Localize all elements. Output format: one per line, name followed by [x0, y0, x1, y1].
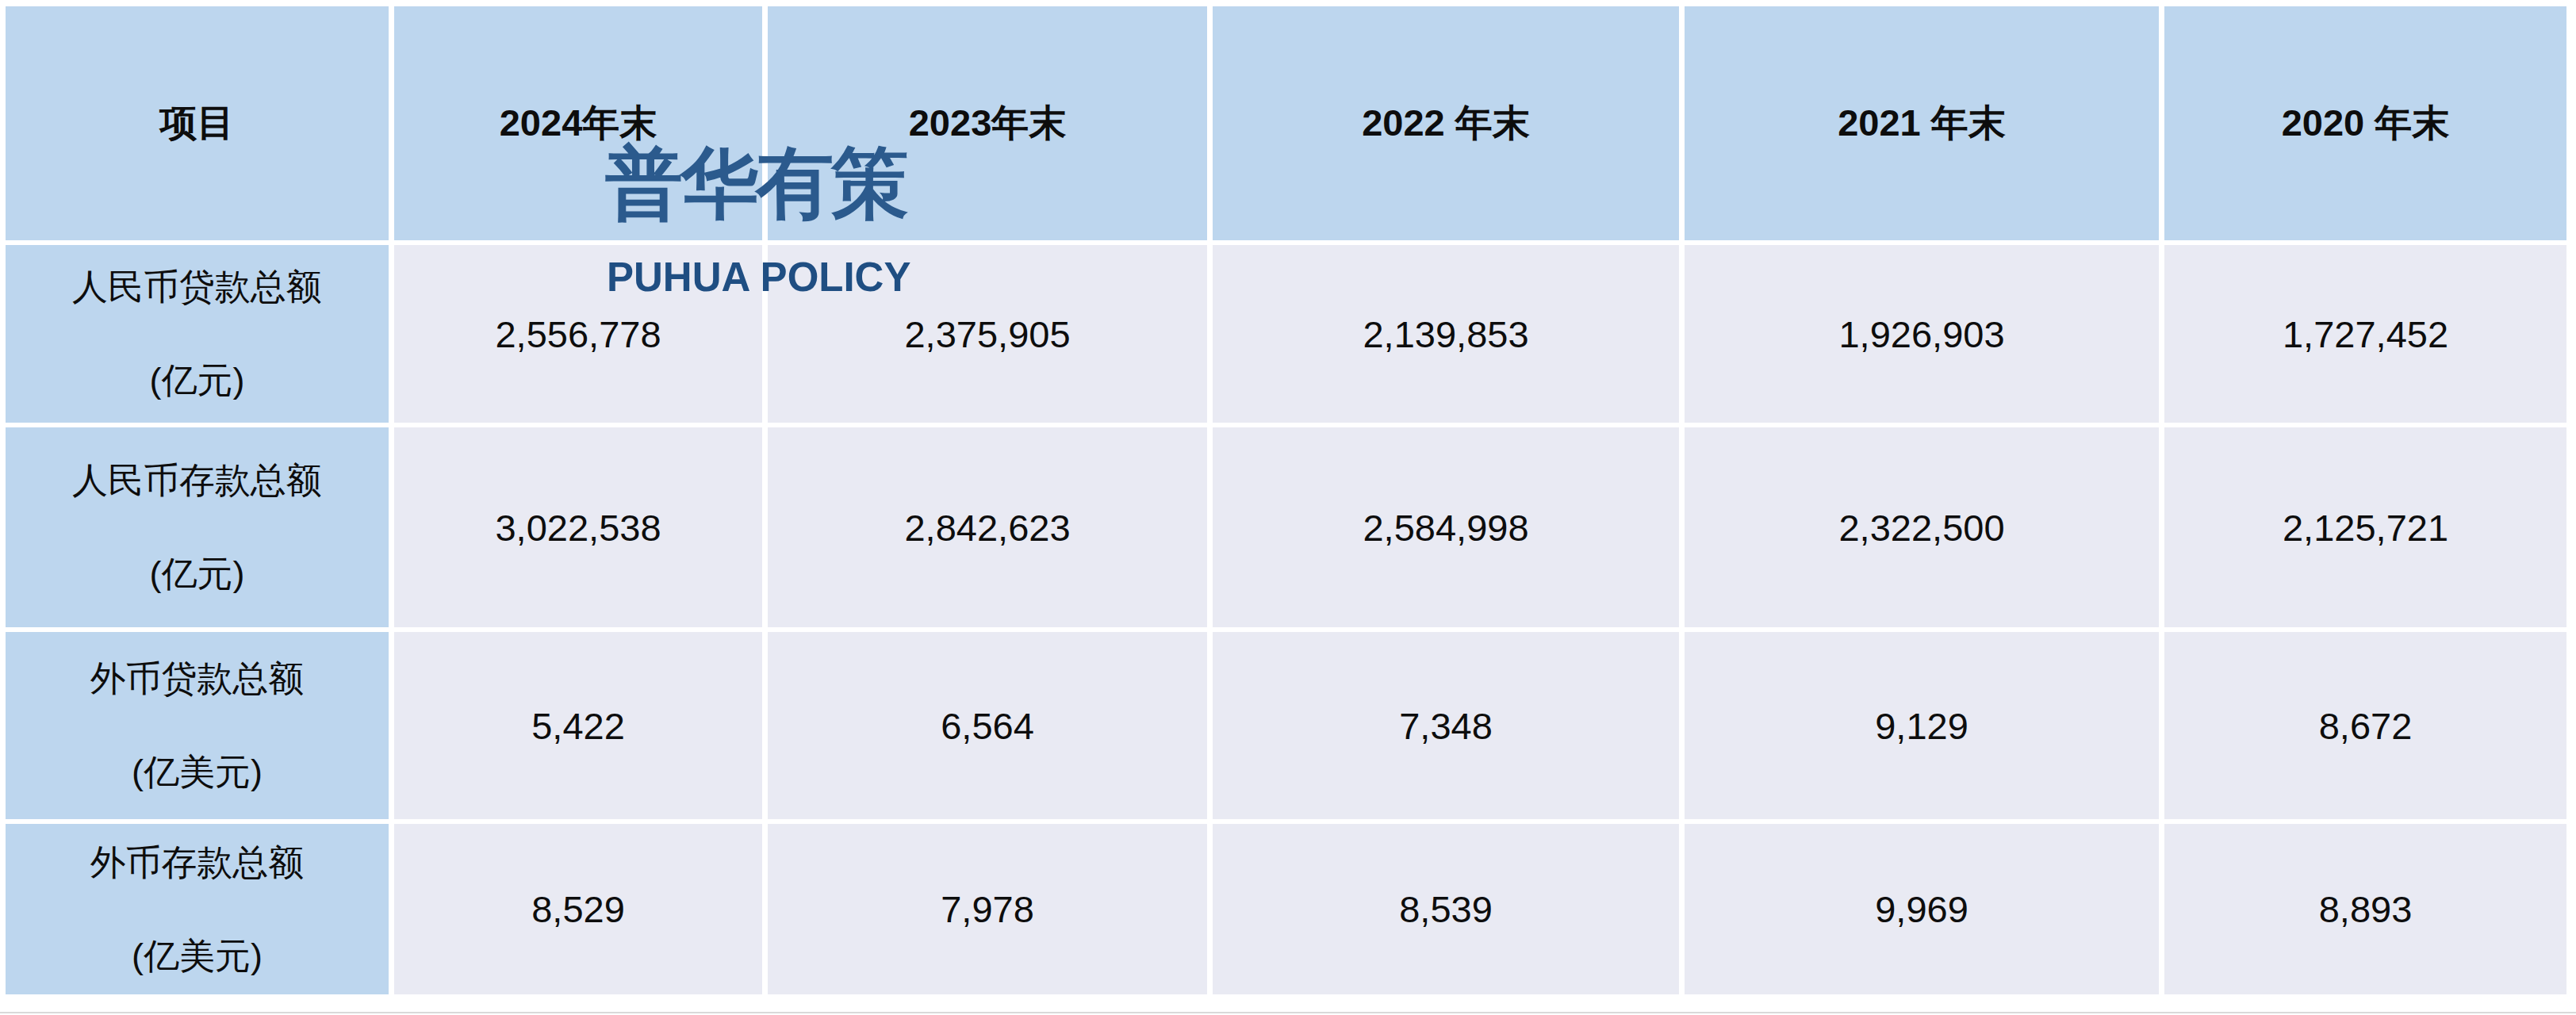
table-cell: 3,022,538: [394, 427, 762, 627]
table-row-fx-deposits: 外币存款总额 (亿美元) 8,529 7,978 8,539 9,969 8,8…: [6, 824, 2566, 994]
row-unit-text: (亿美元): [132, 933, 263, 980]
row-label-text: 人民币贷款总额: [72, 263, 322, 311]
row-unit-text: (亿元): [150, 550, 245, 598]
table-cell: 7,348: [1213, 632, 1679, 819]
row-label-rmb-loans: 人民币贷款总额 (亿元): [6, 245, 389, 423]
row-label-rmb-deposits: 人民币存款总额 (亿元): [6, 427, 389, 627]
table-row-fx-loans: 外币贷款总额 (亿美元) 5,422 6,564 7,348 9,129 8,6…: [6, 632, 2566, 819]
table-cell: 2,842,623: [768, 427, 1207, 627]
table-cell: 5,422: [394, 632, 762, 819]
header-cell-2022: 2022 年末: [1213, 6, 1679, 240]
row-label-text: 外币存款总额: [90, 839, 305, 887]
row-label-fx-deposits: 外币存款总额 (亿美元): [6, 824, 389, 994]
table-cell: 1,727,452: [2164, 245, 2566, 423]
table-cell: 8,539: [1213, 824, 1679, 994]
table-cell: 2,584,998: [1213, 427, 1679, 627]
table-cell: 2,125,721: [2164, 427, 2566, 627]
bottom-divider: [0, 1012, 2576, 1013]
row-label-text: 外币贷款总额: [90, 655, 305, 703]
table-cell: 8,672: [2164, 632, 2566, 819]
financial-table: 项目 2024年末 2023年末 2022 年末 2021 年末 2020 年末…: [0, 2, 2572, 999]
row-label-fx-loans: 外币贷款总额 (亿美元): [6, 632, 389, 819]
header-cell-2021: 2021 年末: [1685, 6, 2159, 240]
header-cell-item: 项目: [6, 6, 389, 240]
watermark-chinese: 普华有策: [597, 133, 914, 234]
screenshot-root: 项目 2024年末 2023年末 2022 年末 2021 年末 2020 年末…: [0, 0, 2576, 1015]
row-unit-text: (亿美元): [132, 749, 263, 796]
table-row-rmb-loans: 人民币贷款总额 (亿元) 2,556,778 2,375,905 2,139,8…: [6, 245, 2566, 423]
table-cell: 2,139,853: [1213, 245, 1679, 423]
table-cell: 8,893: [2164, 824, 2566, 994]
table-cell: 9,129: [1685, 632, 2159, 819]
table-cell: 2,322,500: [1685, 427, 2159, 627]
table-cell: 9,969: [1685, 824, 2159, 994]
table-header-row: 项目 2024年末 2023年末 2022 年末 2021 年末 2020 年末: [6, 6, 2566, 240]
table-cell: 8,529: [394, 824, 762, 994]
watermark-english: PUHUA POLICY: [607, 254, 908, 301]
table-row-rmb-deposits: 人民币存款总额 (亿元) 3,022,538 2,842,623 2,584,9…: [6, 427, 2566, 627]
table-cell: 7,978: [768, 824, 1207, 994]
row-label-text: 人民币存款总额: [72, 457, 322, 504]
header-cell-2020: 2020 年末: [2164, 6, 2566, 240]
table-cell: 1,926,903: [1685, 245, 2159, 423]
table-cell: 6,564: [768, 632, 1207, 819]
row-unit-text: (亿元): [150, 357, 245, 404]
